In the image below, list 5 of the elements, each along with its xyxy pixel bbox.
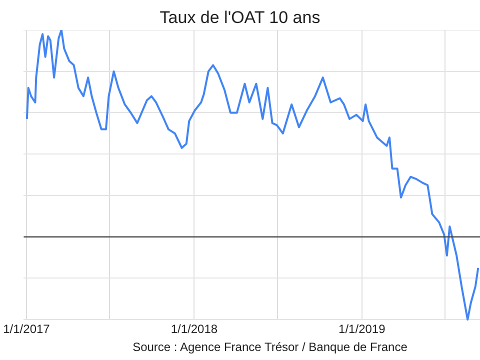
chart-title: Taux de l'OAT 10 ans [158, 8, 322, 28]
x-tick-label: 1/1/2019 [338, 322, 386, 336]
x-tick-label: 1/1/2018 [170, 322, 218, 336]
source-note: Source : Agence France Trésor / Banque de France [132, 340, 408, 354]
x-tick-label: 1/1/2017 [3, 322, 50, 336]
